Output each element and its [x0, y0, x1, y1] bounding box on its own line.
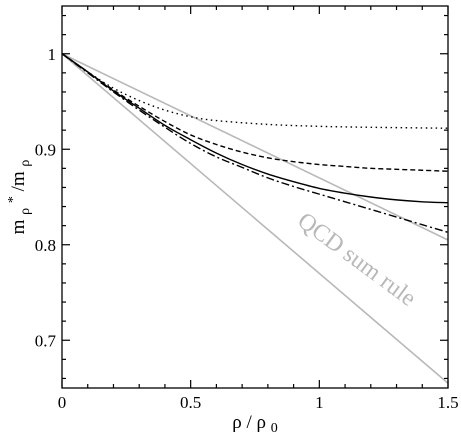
tick-labels: 0 0.5 1 1.5 0.7 0.8 0.9 1	[35, 45, 459, 412]
y-tick-label: 1	[48, 45, 57, 64]
series-line-band-upper	[62, 53, 448, 241]
axis-ticks	[61, 6, 449, 388]
y-axis-label-sup: *	[6, 196, 21, 203]
plot-frame	[61, 5, 449, 389]
x-tick-label: 0	[58, 393, 67, 412]
x-tick-label: 1	[315, 393, 324, 412]
series-line-solid	[62, 53, 448, 204]
x-tick-label: 0.5	[180, 393, 201, 412]
series-line-dashed	[62, 53, 448, 172]
x-axis-label: ρ / ρ 0	[232, 412, 278, 436]
y-axis-label-sub1: ρ	[18, 208, 33, 215]
plot-area	[62, 53, 448, 384]
y-axis-label-main: m	[8, 219, 29, 234]
series-line-dash-dot	[62, 53, 448, 234]
y-axis-label-sub2: ρ	[18, 160, 33, 167]
y-axis-label-mid: /m	[8, 171, 29, 191]
x-axis-label-sub: 0	[271, 421, 278, 436]
x-axis-label-main: ρ / ρ	[232, 412, 266, 433]
y-axis-label: m ρ * /m ρ	[1, 160, 34, 235]
y-tick-label: 0.8	[35, 236, 56, 255]
series-line-dotted	[62, 53, 448, 129]
series-line-band-lower	[62, 53, 448, 384]
x-tick-label: 1.5	[437, 393, 458, 412]
y-tick-label: 0.7	[35, 331, 57, 350]
qcd-sum-rule-annotation: QCD sum rule	[293, 208, 421, 312]
y-tick-label: 0.9	[35, 140, 56, 159]
